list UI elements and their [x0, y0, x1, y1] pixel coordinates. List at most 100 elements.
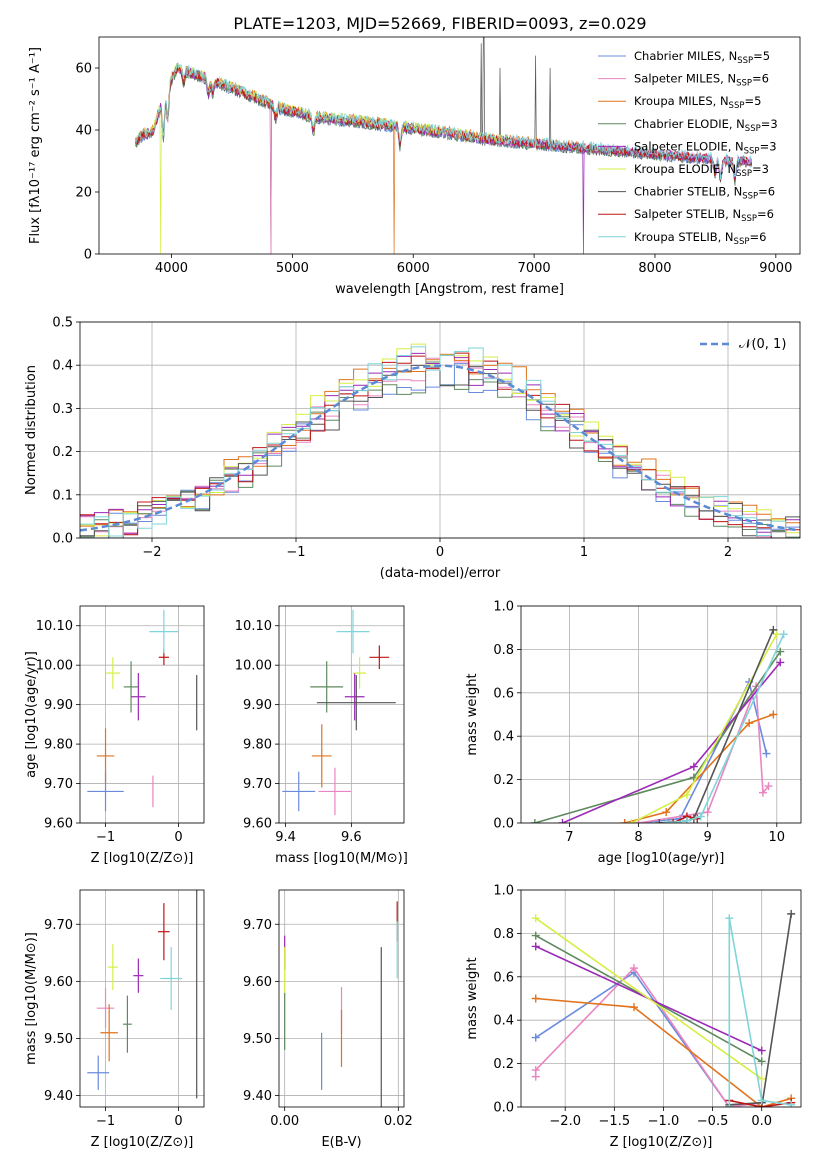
legend-n: =3	[760, 139, 777, 153]
weight-line-0	[535, 971, 762, 1107]
x-tick-label: −1.0	[648, 1114, 680, 1129]
y-tick-label: 0.8	[493, 643, 514, 658]
y-tick-label: 10.00	[235, 659, 272, 674]
y-tick-label: 9.60	[243, 817, 272, 832]
weight-marker-4	[689, 762, 698, 771]
y-tick-label: 9.60	[44, 817, 73, 832]
legend-sub: SSP	[744, 146, 760, 156]
x-tick-label: 0	[174, 830, 182, 845]
x-tick-label: −1	[286, 545, 305, 560]
weight-line-2	[624, 713, 774, 823]
y-tick-label: 0.8	[493, 927, 514, 942]
legend-label: Chabrier STELIB, NSSP=6	[634, 185, 775, 202]
x-tick-label: 9.6	[341, 830, 362, 845]
x-tick-label: −0.5	[697, 1114, 729, 1129]
weight-marker-6	[655, 819, 664, 823]
y-tick-label: 9.70	[44, 777, 73, 792]
spectrum-line-2	[134, 62, 583, 254]
weight-marker-8	[662, 819, 671, 823]
x-tick-label: 10	[769, 830, 786, 845]
y-tick-label: 0.2	[493, 1057, 514, 1072]
y-tick-label: 0.0	[493, 817, 514, 832]
x-tick-label: −1.5	[599, 1114, 631, 1129]
weight-marker-2	[629, 1003, 638, 1012]
y-tick-label: 0.4	[493, 1014, 514, 1029]
weight-marker-4	[531, 942, 540, 951]
x-tick-label: −1	[96, 1114, 115, 1129]
y-tick-label: 0	[84, 248, 92, 263]
weight-marker-3	[531, 931, 540, 940]
x-tick-label: 0	[436, 545, 444, 560]
legend-label: Salpeter MILES, NSSP=6	[634, 72, 769, 89]
legend-sub: SSP	[741, 214, 757, 224]
histogram-series-1	[80, 353, 800, 538]
y-tick-label: 10.10	[235, 619, 272, 634]
weight-line-3	[534, 651, 781, 823]
weight-marker-1	[758, 788, 767, 797]
legend-label: Kroupa STELIB, NSSP=6	[634, 230, 766, 247]
axes-frame	[278, 605, 405, 824]
weight-marker-4	[776, 658, 785, 667]
legend-sub: SSP	[737, 56, 753, 66]
axes-mass-vs-z: −1 0 9.40 9.50 9.60 9.70 Z [log10(Z/Z⊙)] mass […	[24, 889, 205, 1150]
y-tick-label: 0.1	[52, 488, 73, 503]
y-tick-label: 0.0	[493, 1101, 514, 1116]
weight-marker-8	[725, 914, 734, 923]
y-tick-label: 9.40	[243, 1089, 272, 1104]
y-axis-label: age [log10(age/yr)]	[24, 651, 39, 778]
x-axis-label: age [log10(age/yr)]	[598, 851, 725, 866]
histogram-series-6	[80, 364, 800, 538]
weight-marker-8	[787, 1100, 796, 1107]
y-tick-label: 9.60	[243, 975, 272, 990]
x-tick-label: 9000	[759, 261, 792, 276]
y-tick-label: 40	[75, 124, 92, 139]
y-tick-label: 0.4	[493, 730, 514, 745]
axes-spectrum: 4000 5000 6000 7000 8000 9000 0 20 40 60 wavelengt…	[28, 36, 801, 297]
y-tick-label: 0.0	[52, 532, 73, 547]
x-tick-label: 8000	[638, 261, 671, 276]
plot-area	[530, 625, 788, 823]
y-tick-label: 0.6	[493, 686, 514, 701]
axes-mass-vs-ebv: 0.00 0.02 9.40 9.50 9.60 9.70 E(B-V)	[243, 889, 413, 1150]
axes-residual-hist: −2 −1 0 1 2 0.0 0.1 0.2 0.3 0.4 0.5 (data-model)/er…	[24, 316, 801, 581]
weight-line-8	[728, 918, 792, 1107]
weight-marker-8	[682, 816, 691, 823]
weight-line-5	[535, 917, 763, 1080]
legend-label: Chabrier ELODIE, NSSP=3	[634, 117, 778, 134]
plot-area	[284, 901, 398, 1107]
weight-marker-7	[669, 819, 678, 823]
y-axis-label: mass weight	[465, 957, 480, 1039]
axes-frame	[79, 321, 801, 539]
weight-marker-8	[779, 630, 788, 639]
x-tick-label: 8	[634, 830, 642, 845]
weight-marker-0	[531, 1033, 540, 1042]
axes-mass-weight-vs-age: 7 8 9 10 0.0 0.2 0.4 0.6 0.8 1.0 age [log10(age/yr…	[465, 600, 802, 866]
axes-frame	[79, 605, 205, 824]
weight-line-1	[534, 966, 762, 1107]
weight-marker-3	[776, 647, 785, 656]
legend-n: =6	[749, 230, 766, 244]
weight-line-8	[666, 633, 785, 823]
legend-sub: SSP	[736, 79, 752, 89]
y-tick-label: 9.50	[44, 1032, 73, 1047]
legend-n: =6	[758, 185, 775, 199]
y-tick-label: 0.2	[493, 773, 514, 788]
legend-n: =6	[757, 207, 774, 221]
axes-age-vs-mass: 9.4 9.6 9.60 9.70 9.80 9.90 10.00 10.10 mass [lo…	[235, 605, 408, 866]
plot-area	[80, 343, 800, 538]
y-tick-label: 20	[75, 186, 92, 201]
y-tick-label: 9.70	[243, 918, 272, 933]
y-tick-label: 9.90	[243, 698, 272, 713]
weight-marker-6	[787, 909, 796, 918]
legend-n: =5	[753, 49, 770, 63]
x-tick-label: 2	[724, 545, 732, 560]
x-tick-label: 7	[565, 830, 573, 845]
x-axis-label: (data-model)/error	[380, 566, 501, 581]
weight-marker-4	[757, 1046, 766, 1055]
x-tick-label: 0.02	[384, 1114, 413, 1129]
y-tick-label: 0.2	[52, 445, 73, 460]
y-axis-label: Normed distribution	[24, 365, 39, 495]
weight-line-6	[659, 629, 775, 823]
weight-marker-1	[703, 808, 712, 817]
axes-frame	[98, 36, 801, 255]
